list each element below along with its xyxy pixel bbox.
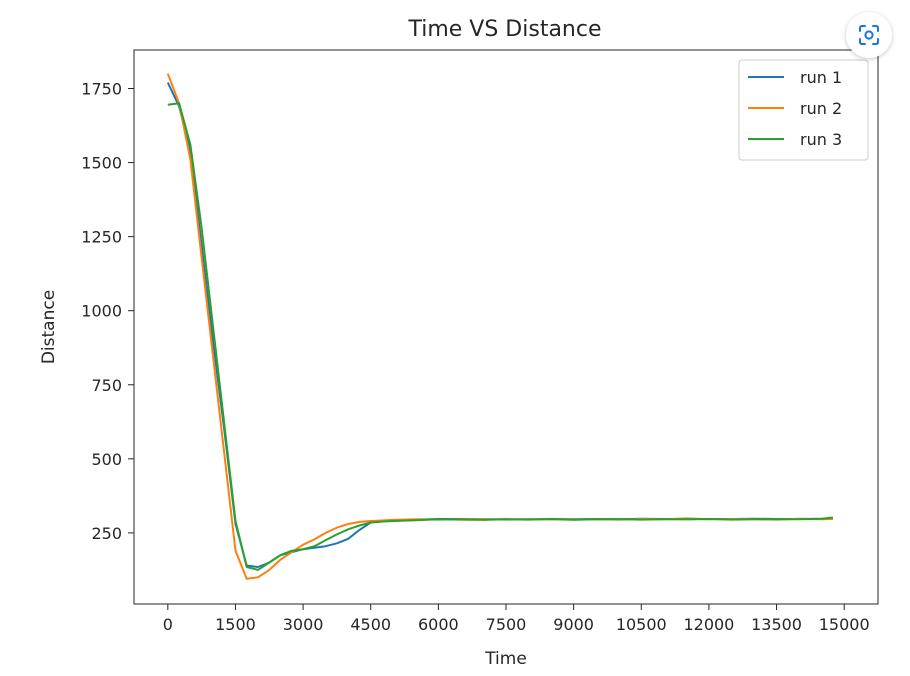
lens-search-button[interactable] xyxy=(846,12,892,58)
legend-label: run 2 xyxy=(800,99,842,118)
y-tick-label: 250 xyxy=(91,524,122,543)
series-line-3 xyxy=(167,102,834,571)
x-tick-label: 9000 xyxy=(553,615,594,634)
x-tick-label: 12000 xyxy=(683,615,734,634)
series-line-2 xyxy=(166,73,833,580)
y-tick-label: 1750 xyxy=(81,80,122,99)
lens-scan-icon xyxy=(859,25,879,45)
y-tick-label: 1250 xyxy=(81,228,122,247)
y-tick-label: 500 xyxy=(91,450,122,469)
legend-label: run 3 xyxy=(800,130,842,149)
x-tick-label: 0 xyxy=(163,615,173,634)
legend: run 1 run 2 run 3 xyxy=(738,59,869,161)
y-axis-label: Distance xyxy=(39,290,59,364)
x-axis-label: Time xyxy=(484,649,527,669)
legend-label: run 1 xyxy=(800,68,842,87)
x-tick-label: 13500 xyxy=(751,615,802,634)
legend-box xyxy=(738,59,869,161)
x-tick-label: 10500 xyxy=(616,615,667,634)
y-axis-ticks: 250 500 750 1000 1250 1500 1750 xyxy=(81,80,134,543)
chart-title: Time VS Distance xyxy=(407,17,601,42)
y-tick-label: 1500 xyxy=(81,154,122,173)
y-tick-label: 750 xyxy=(91,376,122,395)
x-tick-label: 3000 xyxy=(283,615,324,634)
x-tick-label: 4500 xyxy=(350,615,391,634)
x-tick-label: 1500 xyxy=(215,615,256,634)
x-axis-ticks: 0 1500 3000 4500 6000 7500 9000 10500 12000 13500… xyxy=(163,604,870,634)
y-tick-label: 1000 xyxy=(81,302,122,321)
x-tick-label: 6000 xyxy=(418,615,459,634)
x-tick-label: 7500 xyxy=(486,615,527,634)
series-lines xyxy=(166,73,834,580)
series-line-1 xyxy=(166,82,833,568)
x-tick-label: 15000 xyxy=(819,615,870,634)
